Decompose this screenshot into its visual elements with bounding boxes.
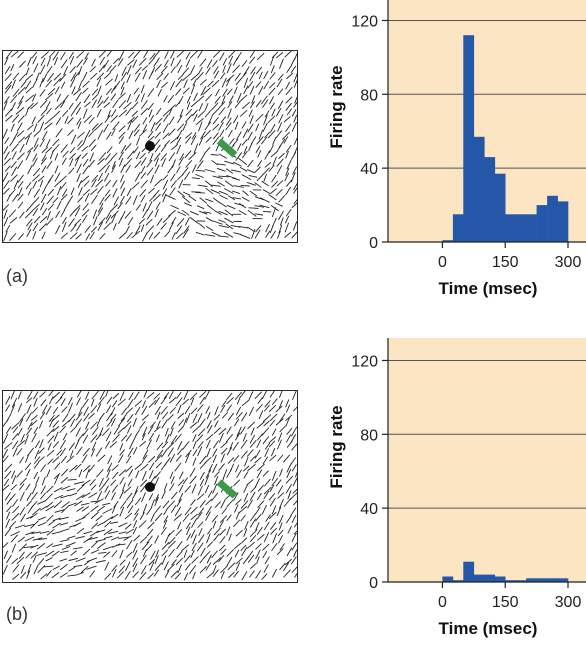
texture-stimulus — [2, 390, 298, 583]
histogram-bar — [547, 196, 558, 242]
histogram-bar — [537, 205, 548, 242]
histogram-bar — [474, 137, 485, 242]
y-tick-label: 120 — [351, 353, 378, 370]
y-tick-label: 40 — [360, 501, 378, 518]
x-tick-label: 300 — [555, 254, 582, 271]
stimulus-bar — [219, 141, 235, 155]
histogram-bar — [442, 577, 453, 583]
fixation-dot — [145, 141, 155, 151]
y-tick-label: 40 — [360, 161, 378, 178]
x-tick-label: 150 — [492, 254, 519, 271]
histogram-bar — [516, 214, 527, 242]
histogram-bar — [495, 577, 506, 583]
histogram-bar — [484, 157, 495, 242]
firing-rate-histogram: 0 40 80 120 0 150 300 Firing rate Time (msec) — [310, 340, 586, 640]
histogram-bar — [495, 174, 506, 242]
histogram-bar — [463, 562, 474, 582]
panel-b: (b) 0 40 80 120 0 150 300 Firing rate Time (msec… — [0, 340, 586, 660]
y-axis-title: Firing rate — [327, 65, 346, 148]
y-tick-label: 80 — [360, 427, 378, 444]
plot-background — [388, 338, 586, 582]
y-tick-label: 0 — [369, 575, 378, 592]
x-axis-title: Time (msec) — [439, 619, 538, 638]
histogram-bar — [484, 575, 495, 582]
x-tick-label: 0 — [438, 254, 447, 271]
panel-label: (a) — [6, 266, 28, 287]
histogram-bar — [474, 575, 485, 582]
texture-stimulus — [2, 50, 298, 243]
x-tick-label: 0 — [438, 594, 447, 611]
y-tick-label: 0 — [369, 235, 378, 252]
histogram-bar — [463, 35, 474, 242]
panel-label: (b) — [6, 604, 28, 625]
histogram-bar — [453, 214, 464, 242]
histogram-bar — [505, 214, 516, 242]
x-tick-label: 300 — [555, 594, 582, 611]
texture-pattern — [3, 51, 297, 242]
x-tick-label: 150 — [492, 594, 519, 611]
panel-a: (a) 0 40 80 120 0 150 300 Firing rate Time (msec… — [0, 0, 586, 320]
y-axis-title: Firing rate — [327, 405, 346, 488]
histogram-bar — [558, 201, 569, 242]
firing-rate-histogram: 0 40 80 120 0 150 300 Firing rate Time (msec) — [310, 0, 586, 300]
y-tick-label: 120 — [351, 13, 378, 30]
texture-pattern — [3, 391, 297, 582]
fixation-dot — [145, 482, 155, 492]
x-axis-title: Time (msec) — [439, 279, 538, 298]
histogram-bar — [526, 214, 537, 242]
y-tick-label: 80 — [360, 87, 378, 104]
